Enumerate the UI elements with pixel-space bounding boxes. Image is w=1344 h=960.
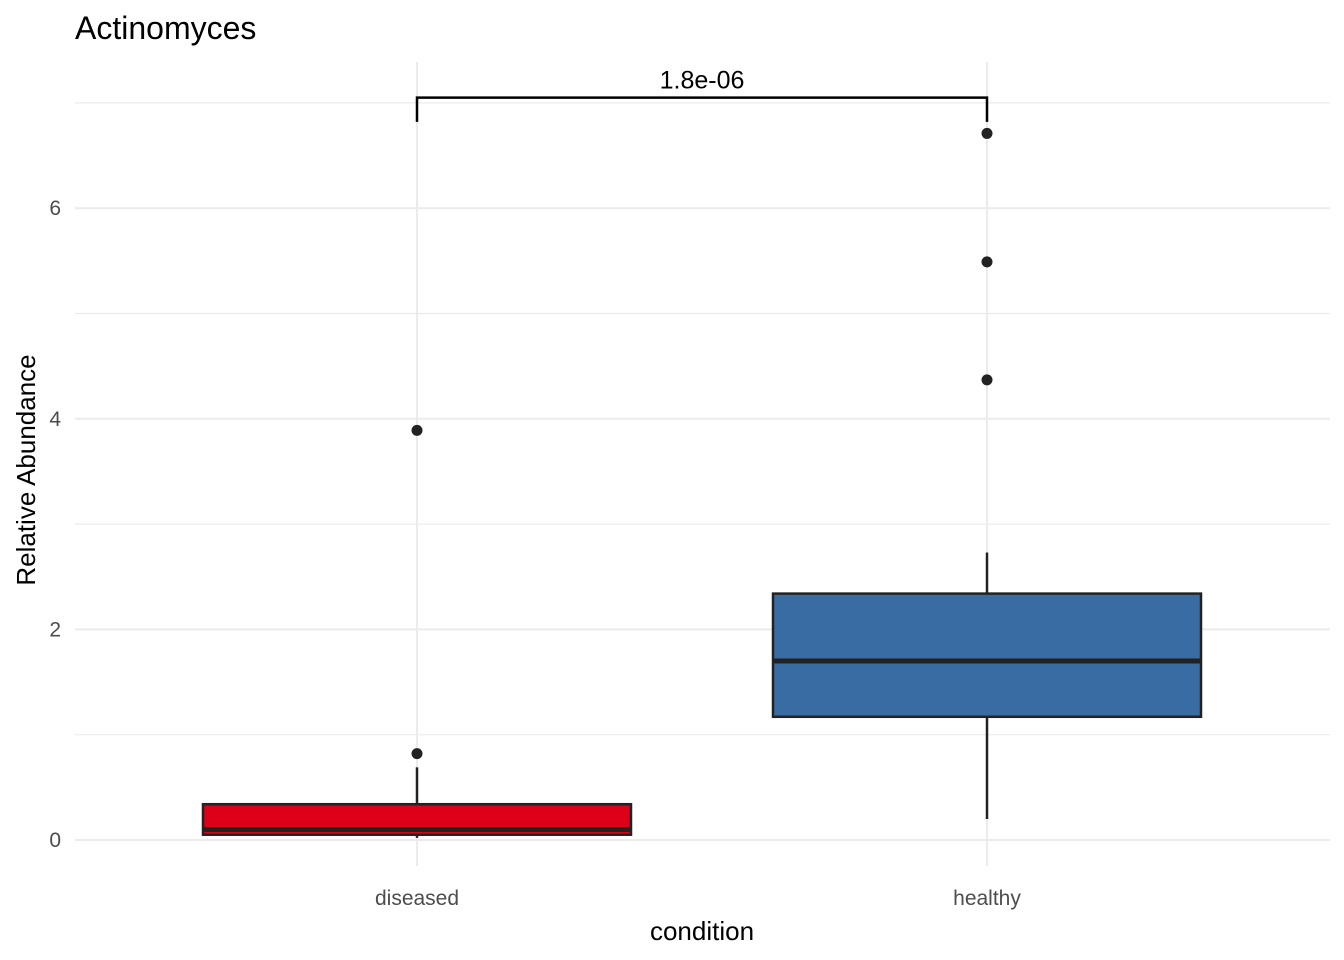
y-axis-title: Relative Abundance bbox=[11, 354, 41, 585]
bracket-line bbox=[415, 96, 989, 122]
x-axis-title: condition bbox=[650, 916, 754, 946]
outlier-point bbox=[411, 424, 423, 436]
x-tick-label: healthy bbox=[953, 887, 1021, 910]
y-tick-label: 2 bbox=[49, 618, 61, 641]
box-series bbox=[201, 127, 1203, 838]
y-tick-label: 6 bbox=[49, 197, 61, 220]
box-iqr bbox=[771, 592, 1203, 719]
y-tick-label: 0 bbox=[49, 829, 61, 852]
outlier-point bbox=[981, 127, 993, 139]
grid-lines bbox=[75, 62, 1330, 866]
x-tick-labels: diseased healthy bbox=[375, 887, 1021, 910]
outlier-point bbox=[981, 374, 993, 386]
box-diseased bbox=[201, 424, 633, 838]
chart-title: Actinomyces bbox=[75, 10, 256, 46]
outlier-point bbox=[981, 256, 993, 268]
x-tick-label: diseased bbox=[375, 887, 459, 910]
box-healthy bbox=[771, 127, 1203, 819]
significance-bracket: 1.8e-06 bbox=[415, 67, 989, 122]
outlier-point bbox=[411, 748, 423, 760]
y-tick-label: 4 bbox=[49, 408, 61, 431]
y-tick-labels: 0 2 4 6 bbox=[49, 197, 61, 852]
p-value-label: 1.8e-06 bbox=[660, 67, 745, 95]
